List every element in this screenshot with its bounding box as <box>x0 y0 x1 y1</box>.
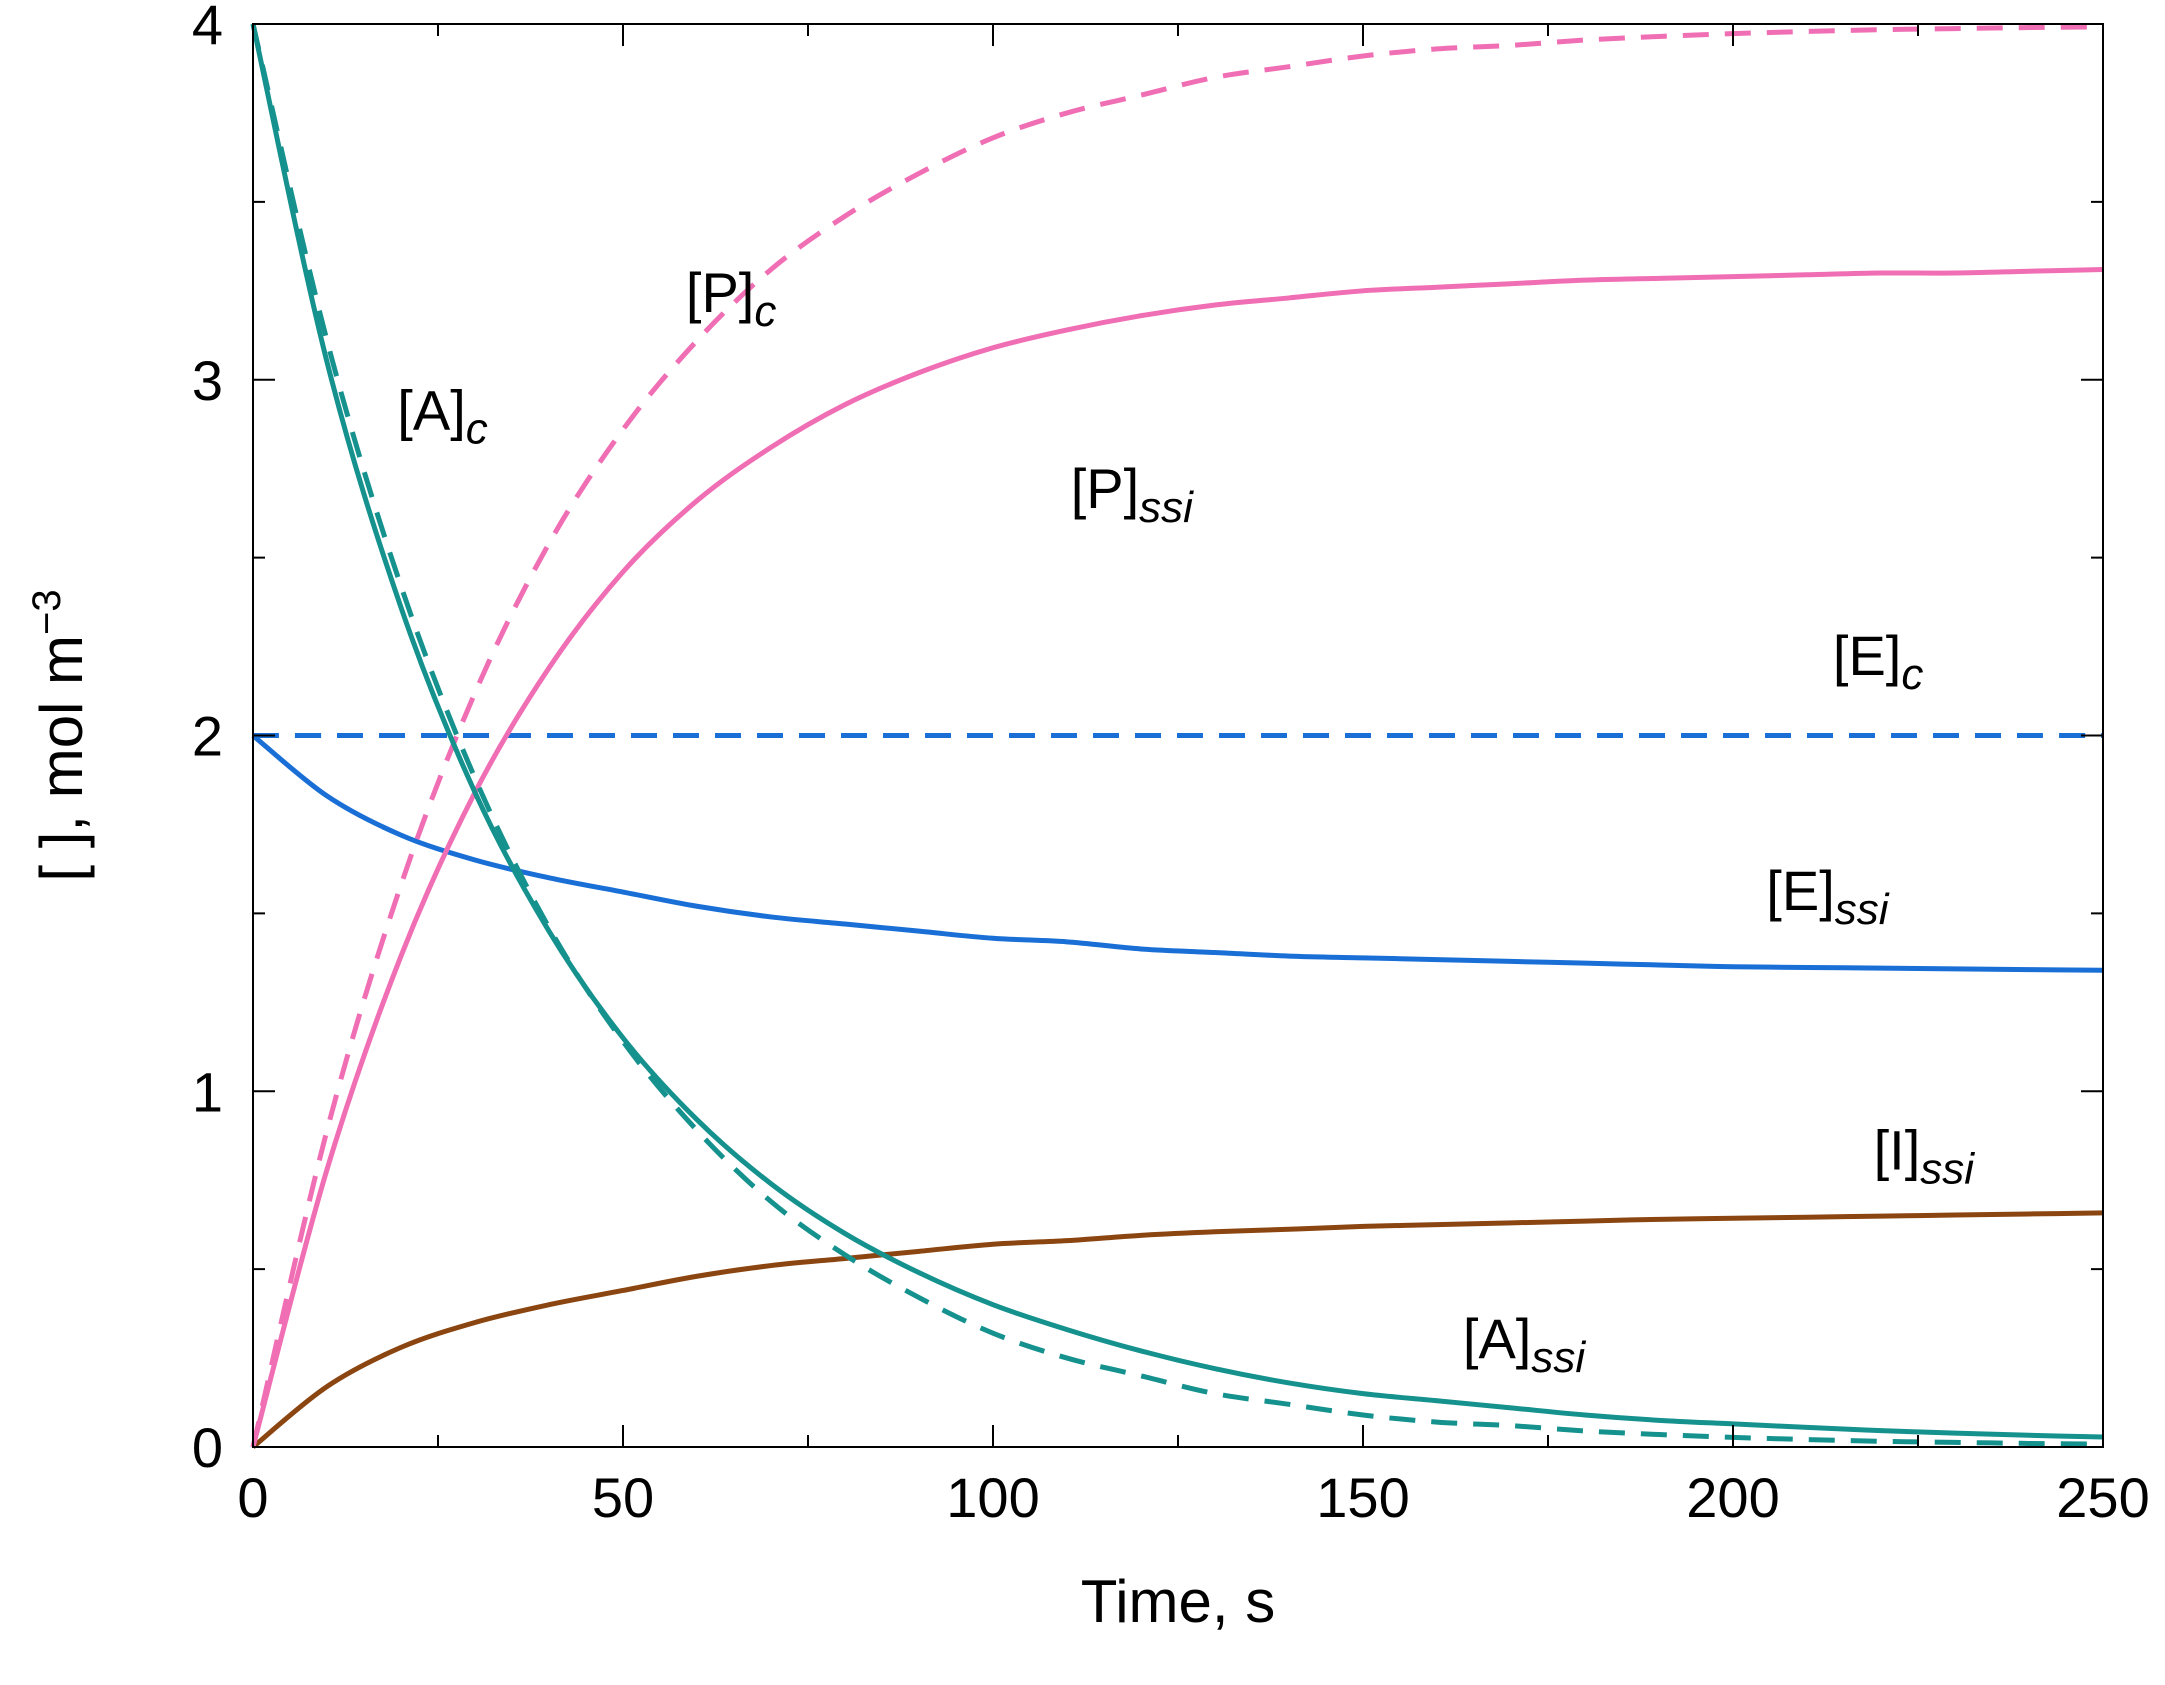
curve-label-ec: [E]c <box>1833 624 1923 699</box>
curve-label-main: [A] <box>397 379 465 442</box>
series-line-assi <box>250 23 2104 1440</box>
curve-label-subscript: ssi <box>1920 1145 1975 1194</box>
x-tick-label: 150 <box>1316 1466 1409 1529</box>
curve-label-issi: [I]ssi <box>1874 1119 1976 1194</box>
curve-label-pssi: [P]ssi <box>1071 457 1194 532</box>
x-tick-label: 200 <box>1686 1466 1779 1529</box>
curve-label-main: [E] <box>1766 859 1834 922</box>
curve-label-subscript: c <box>754 287 776 336</box>
curve-label-assi: [A]ssi <box>1463 1307 1586 1382</box>
series-line-essi <box>251 733 2104 973</box>
y-tick-label: 1 <box>192 1060 223 1123</box>
y-tick-label: 3 <box>192 349 223 412</box>
curve-label-pc: [P]c <box>686 261 776 336</box>
curve-label-main: [A] <box>1463 1307 1531 1370</box>
curve-label-main: [P] <box>1071 457 1139 520</box>
curve-label-ac: [A]c <box>397 379 487 454</box>
plot-frame <box>252 23 2104 1448</box>
y-tick-label: 2 <box>192 705 223 768</box>
y-axis-title-sup: −3 <box>25 589 69 635</box>
curve-label-main: [E] <box>1833 624 1901 687</box>
y-axis-title-main: [ ], mol m <box>28 635 95 882</box>
x-tick-label: 250 <box>2056 1466 2149 1529</box>
x-axis-title: Time, s <box>1081 1568 1275 1635</box>
curve-label-main: [P] <box>686 261 754 324</box>
x-tick-label: 100 <box>946 1466 1039 1529</box>
series-line-ac <box>250 23 2104 1447</box>
curve-label-subscript: ssi <box>1835 885 1890 934</box>
curve-label-subscript: ssi <box>1139 483 1194 532</box>
y-axis-title: [ ], mol m−3 <box>25 589 95 881</box>
curve-label-main: [I] <box>1874 1119 1921 1182</box>
x-tick-label: 50 <box>592 1466 654 1529</box>
curve-label-essi: [E]ssi <box>1766 859 1889 934</box>
series-group <box>250 23 2104 1449</box>
y-tick-label: 4 <box>192 0 223 56</box>
x-tick-label: 0 <box>237 1466 268 1529</box>
tick-label-group: 0 50 100 150 200 250 0 1 2 3 4 <box>192 0 2150 1529</box>
series-line-pssi <box>250 266 2104 1448</box>
annotation-group: [P]c[A]c[P]ssi[E]c[E]ssi[I]ssi[A]ssi <box>397 261 1975 1382</box>
y-tick-label: 0 <box>192 1416 223 1479</box>
series-line-pc <box>250 24 2104 1448</box>
curve-label-subscript: c <box>466 405 488 454</box>
curve-label-subscript: c <box>1901 650 1923 699</box>
curve-label-subscript: ssi <box>1531 1333 1586 1382</box>
series-line-issi <box>251 1210 2104 1449</box>
